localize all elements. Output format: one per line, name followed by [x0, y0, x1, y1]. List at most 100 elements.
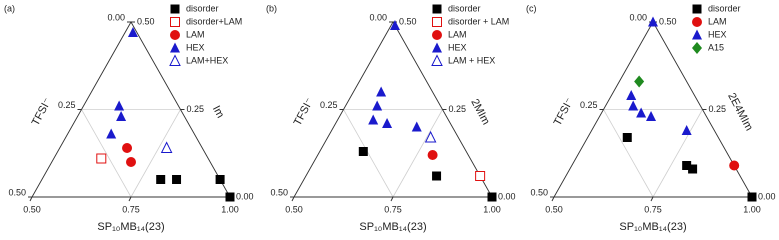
- bottom-tick-label: 0.75: [644, 204, 662, 214]
- left-tick-label: 0.50: [270, 187, 288, 197]
- data-point: [368, 114, 379, 125]
- bottom-tick-label: 0.75: [384, 204, 402, 214]
- left-tick-label: 0.50: [8, 187, 26, 197]
- left-axis-title: TFSI⁻: [292, 96, 317, 128]
- data-point: [215, 175, 225, 184]
- legend-label: A15: [708, 42, 724, 52]
- bottom-tick-label: 1.00: [483, 204, 501, 214]
- legend-marker: [170, 17, 180, 27]
- data-point: [729, 160, 740, 171]
- left-axis-title: TFSI⁻: [552, 96, 577, 128]
- tick-mark: [128, 196, 132, 202]
- legend-marker: [432, 30, 442, 40]
- bottom-tick-label: 0.75: [122, 204, 140, 214]
- data-point: [634, 75, 645, 88]
- right-tick-label: 0.00: [758, 191, 776, 201]
- legend-label: LAM: [448, 29, 467, 39]
- data-point: [622, 133, 632, 142]
- panel-label: (a): [4, 3, 15, 13]
- legend-label: LAM: [186, 29, 205, 39]
- tick-mark: [551, 196, 555, 202]
- legend-marker: [692, 4, 702, 14]
- right-axis-title: 2E4MIm: [725, 91, 755, 133]
- left-tick-label: 0.25: [580, 100, 598, 110]
- data-point: [626, 90, 637, 100]
- left-tick-label: 0.50: [530, 187, 548, 197]
- data-point: [411, 121, 422, 132]
- grid-line: [343, 109, 394, 198]
- data-point: [682, 161, 692, 170]
- right-tick-label: 0.00: [236, 191, 254, 201]
- right-tick-label: 0.25: [709, 104, 727, 114]
- triangle-frame: [553, 21, 753, 198]
- legend-marker: [692, 42, 702, 54]
- legend-marker: [170, 4, 180, 14]
- data-point: [427, 150, 438, 160]
- data-point: [127, 27, 138, 37]
- legend-label: HEX: [448, 42, 467, 52]
- data-point: [648, 16, 658, 27]
- data-point: [225, 192, 235, 202]
- grid-line: [81, 109, 132, 198]
- data-point: [106, 128, 117, 139]
- data-point: [172, 175, 182, 184]
- panel-label: (b): [266, 3, 277, 13]
- legend-label: LAM: [708, 16, 727, 26]
- data-point: [681, 125, 692, 135]
- grid-line: [652, 109, 703, 198]
- legend-marker: [169, 54, 181, 66]
- left-tick-label: 0.00: [369, 12, 387, 22]
- data-point: [382, 118, 393, 128]
- data-point: [646, 111, 657, 121]
- data-point: [156, 175, 166, 184]
- legend-marker: [692, 29, 702, 40]
- data-point: [376, 86, 387, 97]
- tick-mark: [650, 196, 654, 202]
- tick-mark: [29, 196, 33, 202]
- data-point: [372, 100, 383, 111]
- data-point: [122, 143, 133, 153]
- legend-label: LAM+HEX: [186, 55, 228, 65]
- right-tick-label: 0.50: [399, 16, 417, 26]
- left-tick-label: 0.00: [629, 12, 647, 22]
- left-tick-label: 0.25: [320, 100, 338, 110]
- legend-label: disorder+LAM: [186, 16, 242, 26]
- legend-marker: [170, 42, 180, 53]
- legend-label: LAM + HEX: [448, 55, 495, 65]
- data-point: [116, 111, 127, 121]
- grid-line: [603, 109, 654, 198]
- data-point: [96, 153, 107, 164]
- right-tick-label: 0.25: [449, 104, 467, 114]
- bottom-tick-label: 1.00: [221, 204, 239, 214]
- bottom-tick-label: 0.50: [23, 204, 41, 214]
- triangle-frame: [31, 21, 231, 198]
- right-axis-title: 2MIm: [468, 97, 492, 127]
- data-point: [747, 192, 757, 202]
- data-point: [628, 100, 639, 111]
- right-tick-label: 0.00: [498, 191, 516, 201]
- legend-label: disorder + LAM: [448, 16, 509, 26]
- legend-label: HEX: [708, 29, 727, 39]
- tick-mark: [390, 196, 394, 202]
- data-point: [389, 20, 400, 30]
- bottom-tick-label: 0.50: [545, 204, 563, 214]
- panel: (a) 0.50 0.75 1.00 0.00 0.25 0.50 0.00 0.25 0.50 S…: [4, 3, 254, 233]
- bottom-tick-label: 0.50: [285, 204, 303, 214]
- left-axis-title: TFSI⁻: [30, 96, 55, 128]
- data-point: [636, 107, 647, 118]
- grid-line: [130, 109, 181, 198]
- legend-label: HEX: [186, 42, 205, 52]
- legend-marker: [431, 54, 443, 66]
- right-tick-label: 0.50: [137, 16, 155, 26]
- bottom-axis-title: SP₁₀MB₁₄(23): [97, 221, 164, 233]
- legend-marker: [432, 17, 442, 27]
- legend-marker: [692, 17, 702, 27]
- tick-mark: [291, 196, 295, 202]
- legend-label: disorder: [708, 3, 741, 13]
- triangle-frame: [293, 21, 493, 198]
- data-point: [126, 157, 136, 167]
- legend-label: disorder: [448, 3, 481, 13]
- left-tick-label: 0.25: [58, 100, 76, 110]
- right-tick-label: 0.50: [659, 16, 677, 26]
- data-point: [688, 164, 698, 174]
